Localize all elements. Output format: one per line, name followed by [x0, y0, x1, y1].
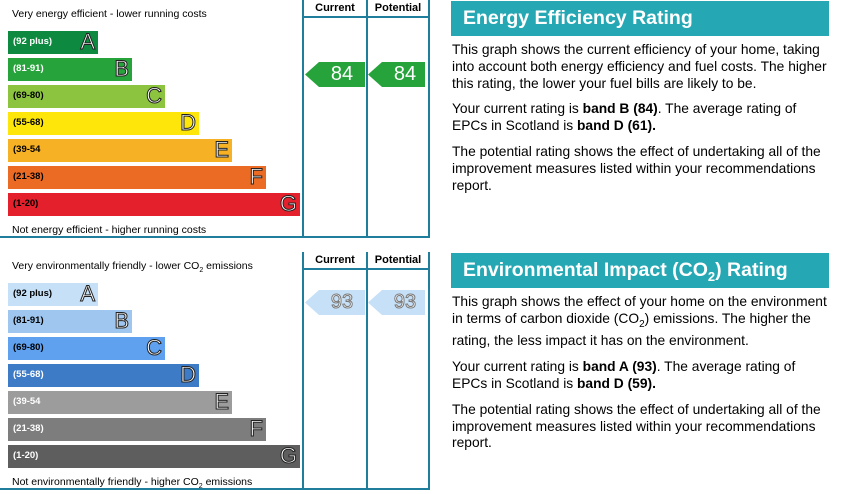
potential-rating-value: 84 — [393, 63, 417, 85]
band-range-label: (1-20) — [13, 198, 39, 209]
rating-band-d: (55-68) D — [8, 110, 199, 135]
chart-baseline — [0, 236, 430, 238]
band-letter: D — [180, 362, 197, 387]
chart-divider — [428, 252, 430, 490]
column-header-potential: Potential — [374, 254, 422, 266]
potential-rating-paragraph: The potential rating shows the effect of… — [452, 401, 821, 451]
band-range-label: (69-80) — [13, 342, 44, 353]
band-range-label: (55-68) — [13, 369, 44, 380]
environmental-impact-panel: Environmental Impact (CO2) Rating This g… — [451, 253, 829, 452]
band-letter: E — [214, 389, 230, 414]
band-letter: C — [146, 83, 163, 108]
current-rating-value: 93 — [330, 291, 354, 314]
rating-band-g: (1-20) G — [8, 191, 300, 216]
current-rating-value: 84 — [330, 63, 354, 85]
rating-band-d: (55-68) D — [8, 362, 199, 387]
rating-band-e: (39-54 E — [8, 137, 232, 162]
bottom-caption: Not energy efficient - higher running co… — [12, 224, 207, 236]
arrow-shape — [305, 62, 365, 87]
band-letter: F — [249, 416, 263, 441]
energy-efficiency-chart: Current Potential Very energy efficient … — [0, 0, 432, 242]
potential-rating-arrow: 93 — [368, 290, 428, 315]
band-range-label: (69-80) — [13, 90, 44, 101]
bottom-caption: Not environmentally friendly - higher CO… — [12, 476, 253, 491]
top-caption: Very environmentally friendly - lower CO… — [12, 260, 253, 275]
rating-band-b: (81-91) B — [8, 308, 132, 333]
arrow-shape — [305, 290, 365, 315]
chart-divider — [302, 0, 304, 238]
column-header-current: Current — [315, 254, 355, 266]
band-range-label: (92 plus) — [13, 288, 53, 299]
column-header-current: Current — [315, 2, 355, 14]
rating-band-c: (69-80) C — [8, 335, 165, 360]
chart-divider — [366, 252, 368, 490]
band-range-label: (81-91) — [13, 63, 44, 74]
band-letter: C — [146, 335, 163, 360]
potential-rating-paragraph: The potential rating shows the effect of… — [452, 143, 821, 193]
band-letter: E — [214, 137, 230, 162]
band-range-label: (39-54 — [13, 396, 41, 407]
arrow-shape — [368, 290, 425, 315]
rating-band-a: (92 plus) A — [8, 29, 98, 54]
current-rating-arrow: 93 — [305, 290, 365, 315]
band-letter: F — [249, 164, 263, 189]
potential-rating-value: 93 — [393, 291, 417, 314]
band-range-label: (21-38) — [13, 423, 44, 434]
rating-band-f: (21-38) F — [8, 416, 266, 441]
current-rating-arrow: 84 — [305, 62, 365, 87]
header-underline — [302, 16, 430, 18]
description-paragraph: This graph shows the effect of your home… — [452, 294, 827, 349]
column-header-potential: Potential — [374, 2, 422, 14]
band-letter: G — [279, 443, 297, 468]
environmental-impact-chart: Current Potential Very environmentally f… — [0, 252, 432, 494]
arrow-shape — [368, 62, 425, 87]
band-range-label: (39-54 — [13, 144, 41, 155]
band-range-label: (21-38) — [13, 171, 44, 182]
chart-divider — [428, 0, 430, 238]
rating-band-e: (39-54 E — [8, 389, 232, 414]
description-paragraph: This graph shows the current efficiency … — [452, 42, 827, 91]
band-letter: A — [80, 29, 96, 54]
band-range-label: (55-68) — [13, 117, 44, 128]
rating-band-a: (92 plus) A — [8, 281, 98, 306]
rating-band-f: (21-38) F — [8, 164, 266, 189]
rating-band-c: (69-80) C — [8, 83, 165, 108]
band-letter: D — [180, 110, 197, 135]
current-rating-paragraph: Your current rating is band B (84). The … — [452, 101, 797, 134]
panel-title: Environmental Impact (CO2) Rating — [451, 253, 829, 288]
band-letter: B — [114, 308, 130, 333]
potential-rating-arrow: 84 — [368, 62, 428, 87]
band-range-label: (81-91) — [13, 315, 44, 326]
top-caption: Very energy efficient - lower running co… — [12, 8, 207, 20]
header-underline — [302, 268, 430, 270]
current-rating-paragraph: Your current rating is band A (93). The … — [452, 359, 796, 391]
rating-band-b: (81-91) B — [8, 56, 132, 81]
band-letter: A — [80, 281, 96, 306]
energy-efficiency-panel: Energy Efficiency Rating This graph show… — [451, 1, 829, 194]
band-range-label: (1-20) — [13, 450, 39, 461]
chart-divider — [302, 252, 304, 490]
panel-title: Energy Efficiency Rating — [451, 1, 829, 36]
band-letter: G — [279, 191, 297, 216]
chart-divider — [366, 0, 368, 238]
chart-baseline — [0, 488, 430, 490]
band-letter: B — [114, 56, 130, 81]
rating-band-g: (1-20) G — [8, 443, 300, 468]
band-range-label: (92 plus) — [13, 36, 53, 47]
